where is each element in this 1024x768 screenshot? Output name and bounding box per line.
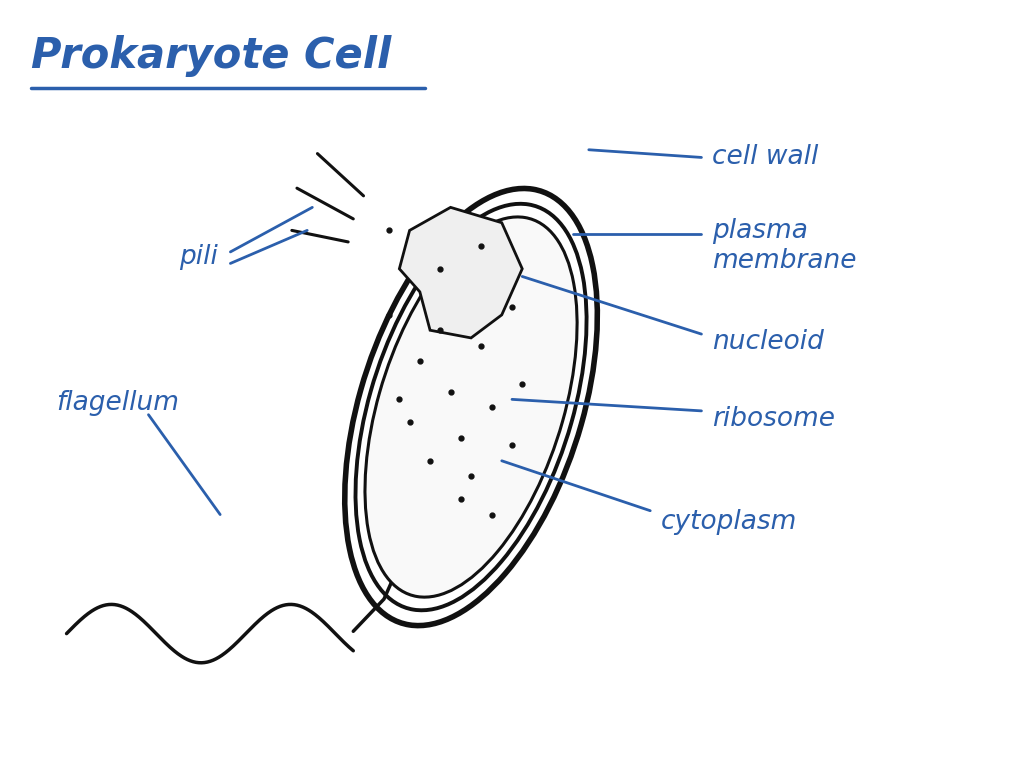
Text: cytoplasm: cytoplasm <box>660 509 797 535</box>
Text: ribosome: ribosome <box>712 406 835 432</box>
Text: flagellum: flagellum <box>56 390 179 416</box>
Text: Prokaryote Cell: Prokaryote Cell <box>31 35 391 77</box>
Ellipse shape <box>365 217 578 598</box>
Text: nucleoid: nucleoid <box>712 329 823 355</box>
Text: cell wall: cell wall <box>712 144 818 170</box>
Text: plasma
membrane: plasma membrane <box>712 218 856 273</box>
Polygon shape <box>399 207 522 338</box>
Text: pili: pili <box>179 244 218 270</box>
